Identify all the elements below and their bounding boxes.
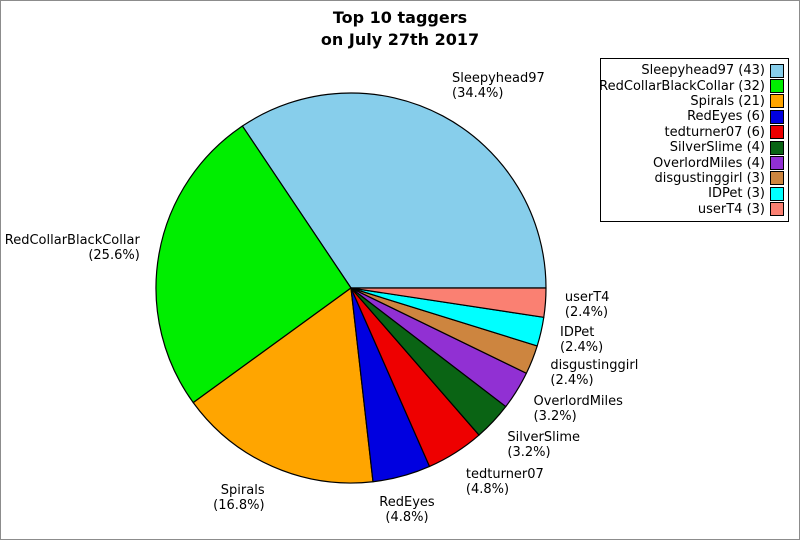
legend-swatch (770, 125, 784, 140)
legend-item-Spirals: Spirals (21) (607, 94, 784, 109)
legend-item-label: userT4 (3) (697, 201, 765, 217)
slice-label-SilverSlime: SilverSlime (3.2%) (507, 430, 580, 460)
legend-item-SilverSlime: SilverSlime (4) (607, 140, 784, 155)
legend-item-RedEyes: RedEyes (6) (607, 109, 784, 124)
legend-item-label: RedCollarBlackCollar (32) (599, 78, 765, 94)
legend-swatch (770, 109, 784, 124)
slice-label-percent: (2.4%) (550, 372, 594, 388)
slice-label-name: SilverSlime (507, 430, 581, 446)
slice-label-Sleepyhead97: Sleepyhead97 (34.4%) (452, 71, 545, 101)
slice-label-OverlordMiles: OverlordMiles (3.2%) (534, 394, 623, 424)
legend-swatch (770, 156, 784, 171)
legend-item-IDPet: IDPet (3) (607, 186, 784, 201)
slice-label-percent: (2.4%) (564, 305, 609, 321)
legend-item-userT4: userT4 (3) (607, 202, 784, 217)
slice-label-percent: (4.8%) (465, 481, 510, 497)
chart-title-line1: Top 10 taggers (332, 8, 468, 27)
legend-swatch (770, 202, 784, 217)
legend-item-label: RedEyes (6) (687, 109, 765, 125)
slice-label-name: RedCollarBlackCollar (4, 232, 140, 248)
legend-box: Sleepyhead97 (43) RedCollarBlackCollar (3… (599, 58, 789, 222)
slice-label-RedCollarBlackCollar: RedCollarBlackCollar (25.6%) (5, 233, 140, 263)
chart-title: Top 10 taggers on July 27th 2017 (1, 7, 799, 51)
slice-label-percent: (4.8%) (385, 509, 429, 525)
slice-label-name: RedEyes (379, 494, 435, 510)
legend-swatch (770, 140, 784, 155)
slice-label-percent: (2.4%) (560, 339, 604, 355)
legend-swatch (770, 186, 784, 201)
legend-swatch (770, 94, 784, 109)
slice-label-userT4: userT4 (2.4%) (565, 290, 610, 320)
slice-label-RedEyes: RedEyes (4.8%) (379, 495, 434, 525)
pie-slice-userT4 (350, 287, 547, 318)
slice-label-name: Sleepyhead97 (452, 70, 545, 86)
legend-item-tedturner07: tedturner07 (6) (607, 125, 784, 140)
pie-slice-RedCollarBlackCollar (155, 125, 352, 404)
slice-label-percent: (3.2%) (533, 408, 577, 424)
legend-item-label: tedturner07 (6) (664, 124, 765, 140)
legend-item-label: IDPet (3) (708, 186, 765, 202)
legend-item-RedCollarBlackCollar: RedCollarBlackCollar (32) (599, 78, 784, 94)
chart-title-line2: on July 27th 2017 (320, 30, 480, 49)
legend-swatch (770, 79, 784, 94)
legend-item-label: SilverSlime (4) (669, 140, 765, 156)
slice-label-name: disgustinggirl (550, 357, 639, 373)
slice-label-percent: (16.8%) (213, 498, 265, 513)
slice-label-percent: (3.2%) (507, 445, 551, 461)
legend-item-OverlordMiles: OverlordMiles (4) (607, 155, 784, 171)
slice-label-percent: (34.4%) (452, 85, 504, 101)
slice-label-name: IDPet (560, 324, 595, 340)
legend-item-label: Spirals (21) (690, 93, 765, 109)
legend-item-label: OverlordMiles (4) (653, 155, 765, 171)
legend-item-disgustinggirl: disgustinggirl (3) (607, 171, 784, 186)
slice-label-percent: (25.6%) (88, 247, 140, 263)
slice-label-name: OverlordMiles (533, 393, 623, 409)
legend-swatch (770, 63, 784, 78)
pie-slice-Spirals (192, 287, 374, 484)
legend-item-Sleepyhead97: Sleepyhead97 (43) (607, 63, 784, 78)
slice-label-name: Spirals (220, 483, 265, 498)
legend-swatch (770, 171, 784, 186)
slice-label-name: tedturner07 (465, 466, 544, 482)
slice-label-IDPet: IDPet (2.4%) (560, 325, 603, 355)
legend-item-label: Sleepyhead97 (43) (641, 63, 765, 79)
slice-label-tedturner07: tedturner07 (4.8%) (466, 467, 544, 497)
slice-label-name: userT4 (564, 290, 610, 306)
pie-slice-Sleepyhead97 (241, 92, 547, 289)
legend-item-label: disgustinggirl (3) (654, 170, 765, 186)
slice-label-Spirals: Spirals (16.8%) (213, 483, 264, 513)
slice-label-disgustinggirl: disgustinggirl (2.4%) (550, 358, 638, 388)
